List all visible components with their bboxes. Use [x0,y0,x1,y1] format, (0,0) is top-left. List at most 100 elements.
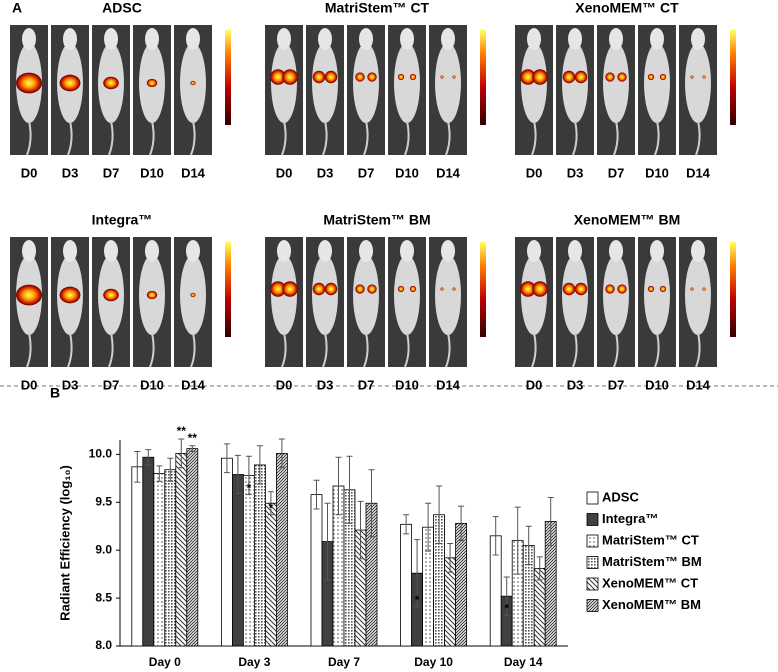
panel-label: A [12,0,22,16]
mouse-body [685,43,711,123]
significance: * [415,593,420,607]
mouse-tail [190,120,196,156]
signal [702,287,706,291]
signal [659,73,667,81]
mouse-head [22,240,36,262]
signal [617,284,627,294]
error-bar [335,456,342,516]
signal [146,78,158,88]
legend-label: XenoMEM™ BM [602,597,701,612]
bar [253,464,266,647]
mouse-tail [531,332,537,368]
x-tick-label: Day 3 [238,655,270,669]
day-label: D10 [140,165,164,180]
mouse-head [63,240,77,262]
day-label: D14 [181,165,206,180]
signal [312,282,326,296]
day-label: D3 [62,165,79,180]
mouse-tail [404,120,410,156]
bar [275,453,288,647]
y-tick-label: 8.5 [95,590,112,604]
signal [270,281,286,297]
error-bar [536,556,543,581]
error-bar [346,455,353,524]
signal [690,75,694,79]
bar [164,469,177,647]
color-scale [480,242,486,337]
signal [520,69,536,85]
color-scale [730,30,736,125]
mouse-head [400,240,414,262]
mouse-head [104,28,118,50]
y-tick-label: 8.0 [95,638,112,652]
error-bar [324,502,331,581]
signal [16,72,42,94]
mouse-head [527,28,541,50]
color-scale [225,30,231,125]
y-axis-label: Radiant Efficiency (log₁₀) [57,465,72,621]
error-bar [525,525,532,566]
mouse-tail [363,120,369,156]
signal [367,284,377,294]
day-label: D0 [526,165,543,180]
mouse-head [359,240,373,262]
signal [532,281,548,297]
mouse-body [271,255,297,335]
bar [310,494,323,647]
bar [400,523,413,647]
mouse-body [562,43,588,123]
mouse-body [312,43,338,123]
day-label: D10 [140,377,164,392]
day-label: D3 [567,165,584,180]
panel-label: B [50,385,60,401]
signal [282,69,298,85]
legend-label: ADSC [602,489,639,504]
error-bar [425,502,432,552]
signal [324,70,338,84]
day-label: D10 [395,165,419,180]
day-label: D7 [608,377,625,392]
mouse-head [527,240,541,262]
mouse-head [318,240,332,262]
error-bar [267,491,274,516]
y-tick-label: 9.5 [95,494,112,508]
signal [397,285,405,293]
signal [702,75,706,79]
mouse-tail [26,120,32,156]
signal [452,287,456,291]
bar [175,453,188,647]
legend-label: MatriStem™ CT [602,532,699,547]
mouse-tail [445,332,451,368]
mouse-tail [613,120,619,156]
mouse-body [644,255,670,335]
mouse-head [568,28,582,50]
day-label: D10 [645,165,669,180]
signal [532,69,548,85]
mouse-head [441,240,455,262]
signal [605,284,615,294]
error-bar [145,449,152,466]
mouse-body [394,43,420,123]
mouse-body [353,255,379,335]
error-bar [245,455,252,496]
mouse-tail [531,120,537,156]
panel-title: Integra™ [92,212,153,228]
mouse-tail [363,332,369,368]
signal [647,285,655,293]
error-bar [278,438,285,469]
mouse-head [400,28,414,50]
signal [562,70,576,84]
bar [186,448,199,647]
mouse-tail [67,120,73,156]
significance: * [247,481,252,495]
day-label: D14 [436,377,461,392]
day-label: D14 [686,377,711,392]
mouse-body [435,43,461,123]
x-tick-label: Day 10 [414,655,453,669]
color-scale [225,242,231,337]
bar [153,473,166,647]
signal [190,80,196,86]
signal [59,74,81,92]
signal [190,292,196,298]
signal [659,285,667,293]
